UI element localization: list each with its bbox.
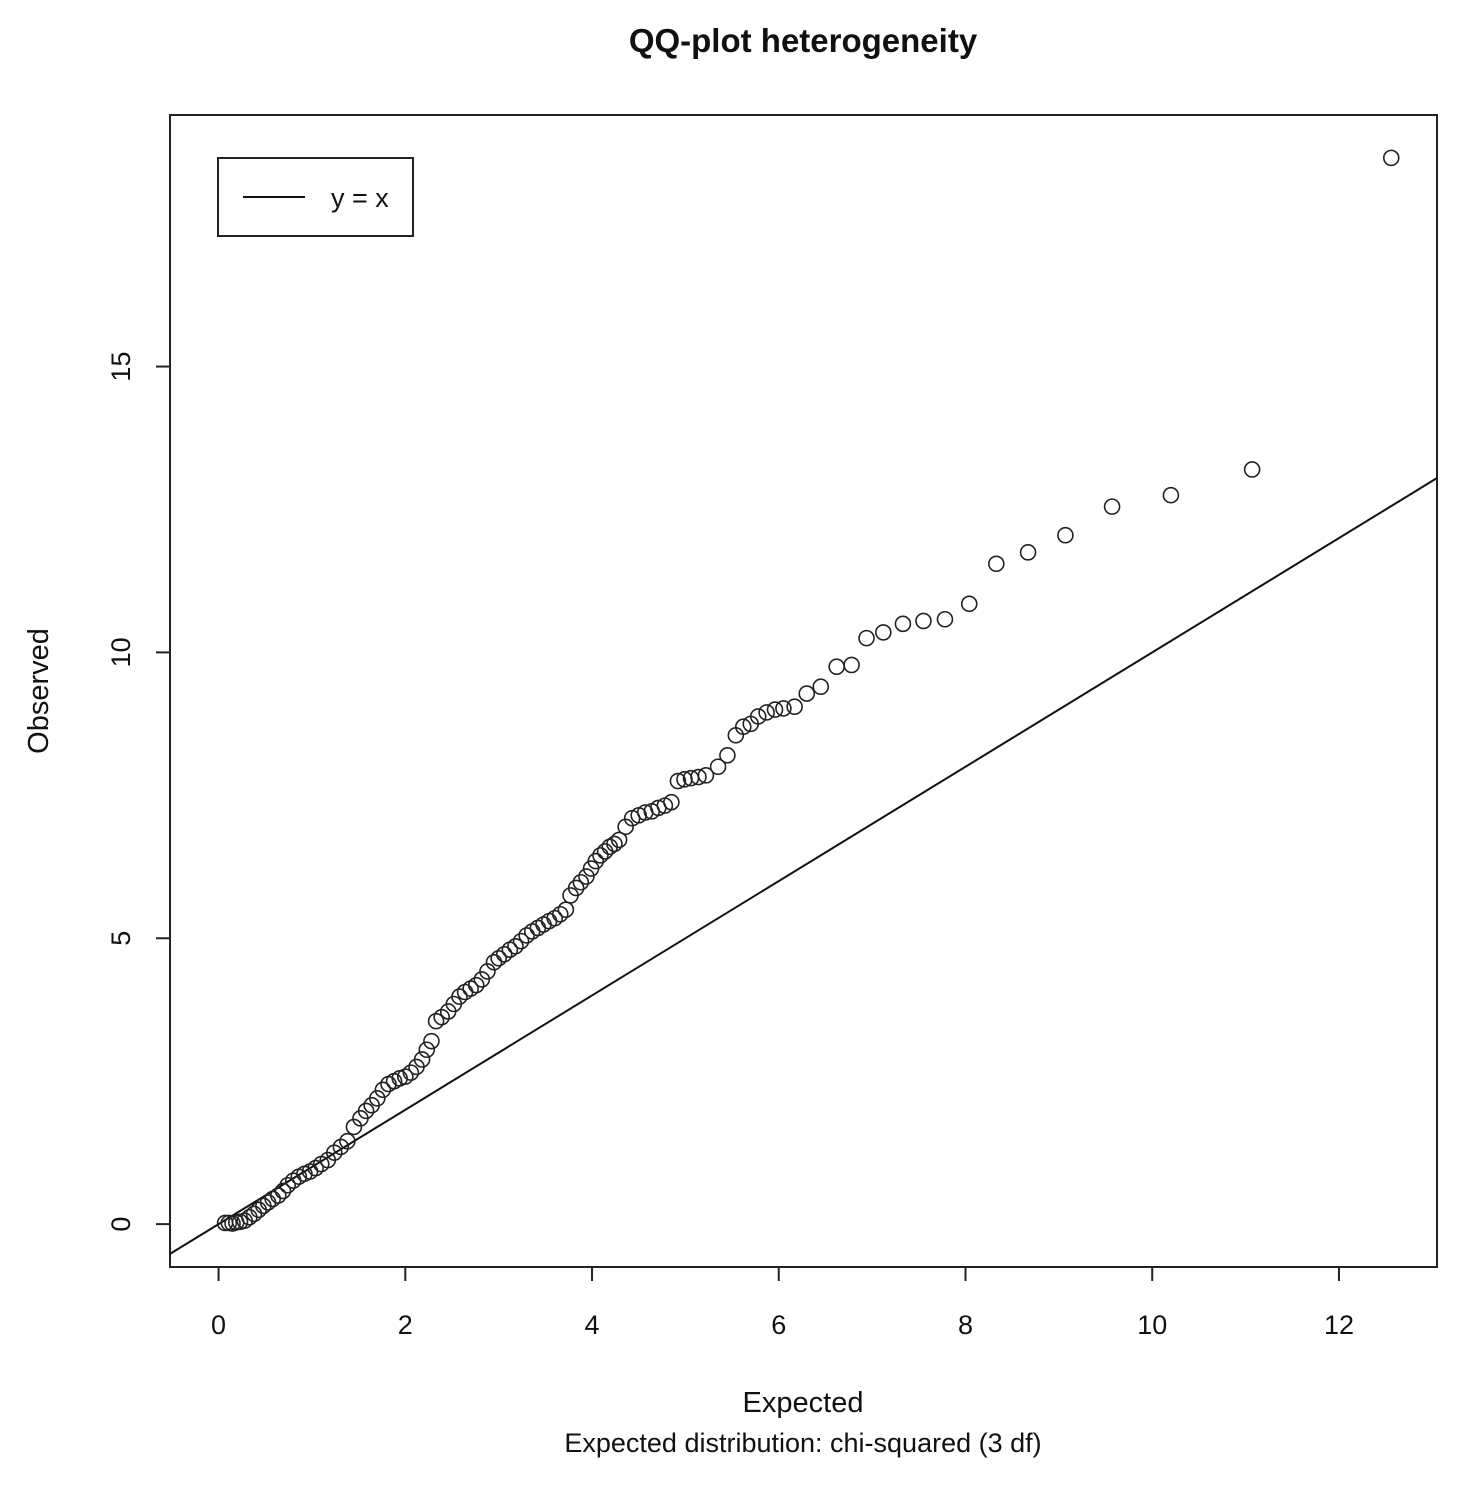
data-point	[812, 678, 830, 696]
data-point	[427, 1012, 445, 1030]
data-point	[798, 685, 816, 702]
data-point	[775, 700, 792, 717]
data-point	[1382, 149, 1400, 167]
x-axis-label: Expected	[743, 1387, 864, 1419]
data-point	[572, 873, 590, 891]
data-point	[345, 1118, 363, 1136]
x-tick-label: 4	[585, 1310, 600, 1340]
x-tick-label: 2	[398, 1310, 413, 1340]
data-point	[451, 988, 468, 1005]
x-tick-label: 8	[958, 1310, 973, 1340]
data-point	[551, 905, 569, 923]
data-points	[216, 149, 1400, 1232]
x-tick-label: 0	[211, 1310, 226, 1340]
data-point	[368, 1090, 386, 1107]
y-tick-label: 5	[106, 931, 136, 946]
data-point	[339, 1132, 356, 1150]
data-point	[734, 718, 752, 736]
data-point	[758, 704, 775, 721]
y-tick-label: 0	[106, 1217, 136, 1232]
data-point	[828, 658, 845, 676]
data-point	[307, 1159, 324, 1177]
data-point	[578, 868, 595, 885]
data-point	[512, 932, 530, 950]
data-point	[960, 595, 978, 613]
data-point	[1162, 486, 1180, 504]
data-point	[766, 701, 784, 718]
y-axis: 0 5 10 15	[106, 352, 171, 1232]
data-point	[669, 772, 687, 790]
legend: y = x	[217, 157, 414, 237]
data-point	[567, 879, 585, 897]
reference-line-y-equals-x	[169, 477, 1438, 1255]
data-point	[1019, 544, 1037, 561]
y-tick-label: 10	[106, 637, 136, 667]
chart-title: QQ-plot heterogeneity	[629, 22, 978, 59]
data-point	[875, 624, 892, 641]
x-tick-label: 10	[1137, 1310, 1167, 1340]
data-point	[1057, 526, 1074, 544]
data-point	[663, 793, 680, 811]
data-point	[606, 835, 623, 853]
data-point	[535, 916, 552, 933]
data-point	[936, 610, 954, 628]
data-point	[749, 708, 767, 725]
data-point	[592, 847, 609, 864]
y-tick-label: 15	[106, 352, 136, 382]
legend-label: y = x	[331, 183, 389, 213]
data-point	[490, 949, 507, 967]
data-point	[1243, 461, 1261, 478]
data-point	[518, 927, 535, 944]
data-point	[786, 698, 803, 716]
data-point	[617, 818, 634, 836]
data-point	[259, 1194, 277, 1211]
data-point	[915, 612, 932, 630]
data-point	[587, 852, 605, 870]
data-point	[279, 1176, 296, 1194]
data-point	[894, 615, 912, 633]
data-point	[418, 1041, 436, 1059]
data-point	[241, 1208, 258, 1226]
chart-subtitle: Expected distribution: chi-squared (3 df…	[564, 1428, 1041, 1458]
data-point	[250, 1201, 267, 1219]
data-point	[396, 1068, 414, 1085]
data-point	[546, 909, 563, 927]
data-point	[485, 953, 503, 971]
data-point	[270, 1187, 287, 1204]
data-point	[719, 747, 736, 764]
plot-frame	[169, 114, 1438, 1268]
data-point	[690, 768, 707, 786]
data-point	[507, 937, 524, 955]
data-point	[374, 1081, 392, 1099]
data-point	[1103, 498, 1121, 515]
data-point	[988, 555, 1005, 573]
x-tick-label: 6	[771, 1310, 786, 1340]
data-point	[610, 831, 628, 849]
data-point	[843, 656, 860, 674]
x-tick-label: 12	[1324, 1310, 1354, 1340]
y-axis-label: Observed	[23, 628, 55, 754]
data-point	[274, 1182, 292, 1200]
data-point	[709, 758, 727, 776]
data-point	[596, 843, 614, 860]
data-point	[467, 976, 485, 994]
data-point	[529, 919, 547, 937]
data-point	[697, 767, 715, 784]
data-point	[858, 629, 875, 647]
data-point	[423, 1032, 440, 1050]
x-axis: 0 2 4 6 8 10 12	[211, 1266, 1354, 1340]
data-point	[357, 1102, 375, 1120]
data-point	[413, 1051, 431, 1068]
data-point	[402, 1064, 420, 1081]
data-point	[495, 945, 513, 963]
